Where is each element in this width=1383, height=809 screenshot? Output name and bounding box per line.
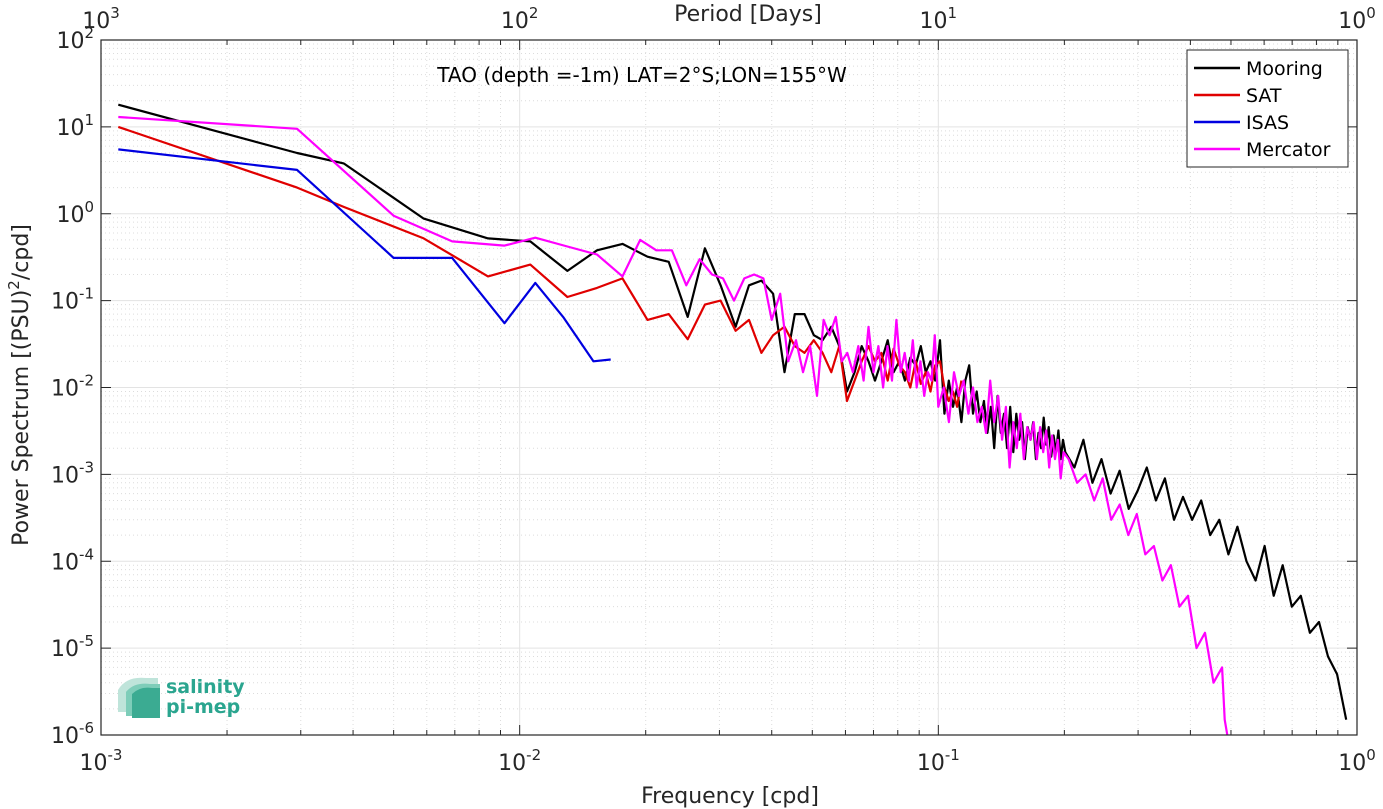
series-layer	[117, 103, 1348, 736]
legend-label: Mooring	[1246, 58, 1323, 80]
series-line-mercator	[118, 115, 1229, 736]
y-tick-label: 10-4	[51, 545, 94, 575]
y-tick-label: 10-5	[51, 632, 94, 662]
logo-text-pi-mep: pi-mep	[166, 696, 240, 718]
legend-label: Mercator	[1246, 139, 1331, 161]
y-tick-label: 102	[56, 24, 94, 54]
legend-label: SAT	[1246, 85, 1282, 107]
y-tick-label: 10-6	[51, 719, 94, 749]
y-tick-label: 10-1	[51, 285, 94, 315]
x-tick-label: 100	[1338, 746, 1376, 776]
y-axis-label-end: /cpd]	[9, 224, 34, 280]
logo-text-salinity: salinity	[166, 676, 245, 698]
y-axis-label: Power Spectrum [(PSU)2/cpd]	[5, 224, 34, 546]
x-tick-label: 10-2	[498, 746, 541, 776]
legend-box	[1186, 49, 1349, 168]
grid	[100, 39, 1358, 736]
y-axis-label-exponent: 2	[5, 280, 23, 290]
x-tick-label: 10-1	[917, 746, 960, 776]
top-tick-label: 101	[920, 4, 958, 34]
chart-title: TAO (depth =-1m) LAT=2°S;LON=155°W	[436, 63, 847, 87]
tick-marks	[100, 39, 1358, 736]
logo-mark	[118, 677, 160, 718]
top-axis-label: Period [Days]	[674, 2, 822, 27]
y-tick-label: 10-3	[51, 458, 94, 488]
y-tick-label: 101	[56, 111, 94, 141]
salinity-pi-mep-logo: salinity pi-mep	[118, 676, 245, 718]
legend-label: ISAS	[1246, 112, 1289, 134]
top-tick-label: 100	[1338, 4, 1376, 34]
x-tick-label: 10-3	[80, 746, 123, 776]
y-axis-label-base: Power Spectrum [(PSU)	[9, 290, 34, 546]
legend: Mooring SAT ISAS Mercator	[1186, 49, 1349, 168]
y-tick-label: 10-2	[51, 372, 94, 402]
series-line-isas	[118, 148, 611, 363]
top-tick-label: 103	[82, 4, 120, 34]
top-tick-label: 102	[501, 4, 539, 34]
x-axis-label: Frequency [cpd]	[641, 784, 819, 809]
y-tick-label: 100	[56, 198, 94, 228]
